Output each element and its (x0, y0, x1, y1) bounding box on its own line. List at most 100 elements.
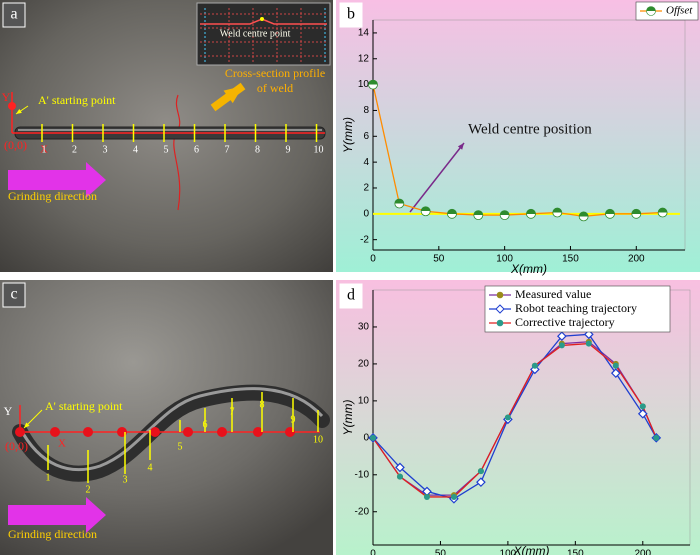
label: 10 (313, 434, 323, 445)
y-tick-label: 14 (358, 28, 370, 39)
x-tick-label: 100 (500, 549, 517, 555)
panel-label-box (339, 283, 363, 309)
inset (196, 2, 331, 66)
x-tick-label: 150 (562, 254, 579, 265)
red-point (150, 427, 160, 437)
y-tick-label: 4 (363, 157, 369, 168)
label: X (40, 144, 48, 156)
red-point (253, 427, 263, 437)
y-tick-label: 0 (363, 432, 369, 443)
marker (653, 434, 660, 441)
label: c (10, 286, 17, 303)
marker (447, 208, 457, 219)
chart-b-bg (336, 0, 700, 272)
label: 2 (86, 484, 91, 495)
label: Y (4, 404, 13, 418)
label: of weld (257, 81, 293, 95)
arrow-head (24, 422, 30, 428)
label: 5 (178, 441, 183, 452)
label: 6 (194, 144, 199, 155)
label: 7 (230, 406, 235, 417)
x-tick-label: 150 (567, 549, 584, 555)
y-tick-label: 8 (363, 105, 369, 116)
panel-label-box (2, 2, 26, 28)
marker (637, 408, 648, 419)
legend-label: Measured value (515, 287, 591, 301)
arrow-head (16, 108, 22, 114)
legend-marker (496, 291, 504, 299)
arrow-head (223, 86, 243, 104)
x-tick-label: 50 (433, 254, 445, 265)
label: 2 (72, 144, 77, 155)
legend-marker (646, 6, 656, 16)
y-tick-label: -20 (355, 506, 370, 517)
arrow-line (409, 142, 465, 213)
label: X (58, 438, 66, 450)
arrow-head (457, 143, 464, 150)
tube-highlight (18, 387, 324, 472)
label: (0,0) (5, 439, 28, 453)
label: Grinding direction (8, 189, 97, 203)
label: 1 (46, 472, 51, 483)
label: b (347, 6, 355, 23)
marker (531, 362, 538, 369)
label: (0,0) (4, 138, 27, 152)
marker (368, 79, 378, 90)
marker (585, 340, 592, 347)
label: Cross-section profile (225, 66, 325, 80)
label: 3 (123, 474, 128, 485)
x-tick-label: 200 (628, 254, 645, 265)
y-tick-label: 0 (363, 208, 369, 219)
legend-marker (495, 304, 505, 314)
marker (557, 331, 567, 342)
y-tick-label: 20 (358, 359, 370, 370)
label: 8 (255, 144, 260, 155)
x-tick-label: 100 (496, 254, 513, 265)
marker (558, 342, 565, 349)
label: d (347, 287, 355, 304)
legend-label: Corrective trajectory (515, 315, 615, 329)
label: 8 (260, 399, 265, 410)
marker (657, 207, 668, 218)
marker (395, 462, 405, 473)
marker (610, 368, 621, 379)
label: 4 (148, 462, 153, 473)
marker (552, 207, 563, 218)
marker (639, 403, 646, 410)
label: 7 (225, 144, 230, 155)
x-axis-title: X(mm) (513, 544, 550, 555)
marker (578, 211, 589, 222)
marker (499, 210, 510, 221)
label: 5 (164, 144, 169, 155)
panel-label-box (339, 2, 363, 28)
label: A' starting point (45, 399, 123, 413)
y-tick-label: 2 (363, 183, 369, 194)
label: a (10, 6, 17, 23)
marker (504, 414, 511, 421)
legend-label: Offset (666, 5, 693, 17)
label: 6 (203, 419, 208, 430)
direction-arrow (8, 162, 106, 198)
label: 4 (133, 144, 138, 155)
marker (473, 210, 484, 221)
red-point (15, 427, 25, 437)
label: 10 (314, 144, 324, 155)
x-tick-label: 0 (370, 549, 376, 555)
label: 1 (42, 144, 47, 155)
label: Weld centre point (220, 28, 291, 39)
y-tick-label: -10 (355, 469, 370, 480)
direction-arrow (8, 497, 106, 533)
y-axis-title: Y(mm) (341, 117, 355, 153)
y-tick-label: 30 (358, 322, 370, 333)
y-tick-label: 6 (363, 131, 369, 142)
marker (370, 434, 376, 441)
marker (631, 208, 642, 219)
legend-box (484, 285, 671, 333)
y-axis-title: Y(mm) (341, 400, 355, 436)
y-tick-label: 10 (358, 396, 370, 407)
panel-label-box (2, 282, 26, 308)
marker (423, 493, 430, 500)
red-point (50, 427, 60, 437)
